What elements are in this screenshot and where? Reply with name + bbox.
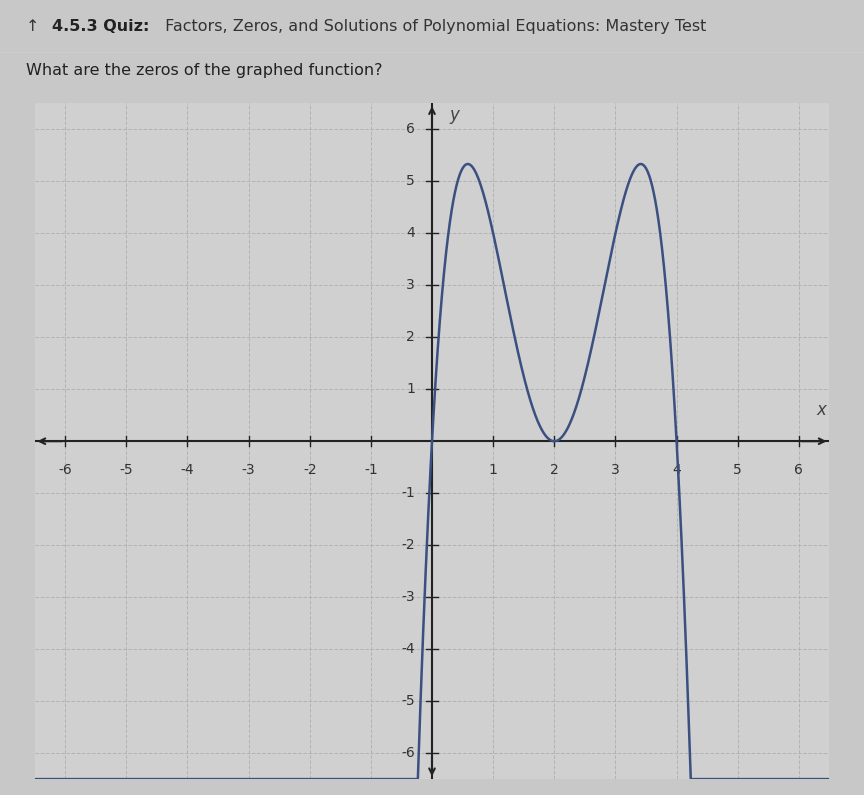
Text: -3: -3 [242, 463, 256, 477]
Text: 4: 4 [406, 227, 415, 240]
Text: -3: -3 [401, 590, 415, 604]
Text: 1: 1 [406, 382, 415, 396]
Text: 1: 1 [489, 463, 498, 477]
Text: 6: 6 [794, 463, 804, 477]
Text: What are the zeros of the graphed function?: What are the zeros of the graphed functi… [26, 64, 383, 78]
Text: 5: 5 [406, 174, 415, 188]
Text: -6: -6 [58, 463, 72, 477]
Text: y: y [449, 106, 459, 124]
Text: 2: 2 [550, 463, 559, 477]
Text: 4: 4 [672, 463, 681, 477]
Text: -2: -2 [401, 538, 415, 553]
Text: -5: -5 [119, 463, 133, 477]
Text: x: x [816, 401, 826, 420]
Text: -4: -4 [401, 642, 415, 656]
Text: ↑: ↑ [26, 19, 39, 34]
Text: -5: -5 [401, 694, 415, 708]
Text: 3: 3 [611, 463, 619, 477]
Text: Factors, Zeros, and Solutions of Polynomial Equations: Mastery Test: Factors, Zeros, and Solutions of Polynom… [160, 19, 706, 34]
Text: -6: -6 [401, 747, 415, 760]
Text: -4: -4 [181, 463, 194, 477]
Text: 4.5.3 Quiz:: 4.5.3 Quiz: [52, 19, 149, 34]
Text: -1: -1 [364, 463, 378, 477]
Text: -1: -1 [401, 487, 415, 500]
Text: 5: 5 [734, 463, 742, 477]
Text: 3: 3 [406, 278, 415, 293]
Text: 6: 6 [406, 122, 415, 136]
Text: -2: -2 [303, 463, 316, 477]
Text: 2: 2 [406, 330, 415, 344]
